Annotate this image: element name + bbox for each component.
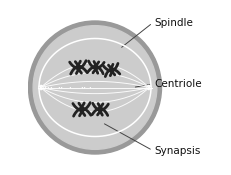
Circle shape: [146, 85, 151, 90]
Circle shape: [33, 26, 156, 149]
Text: Centriole: Centriole: [154, 79, 201, 89]
Text: Synapsis: Synapsis: [154, 145, 200, 156]
Circle shape: [38, 85, 43, 90]
Text: Spindle: Spindle: [154, 18, 193, 28]
Circle shape: [28, 21, 161, 154]
